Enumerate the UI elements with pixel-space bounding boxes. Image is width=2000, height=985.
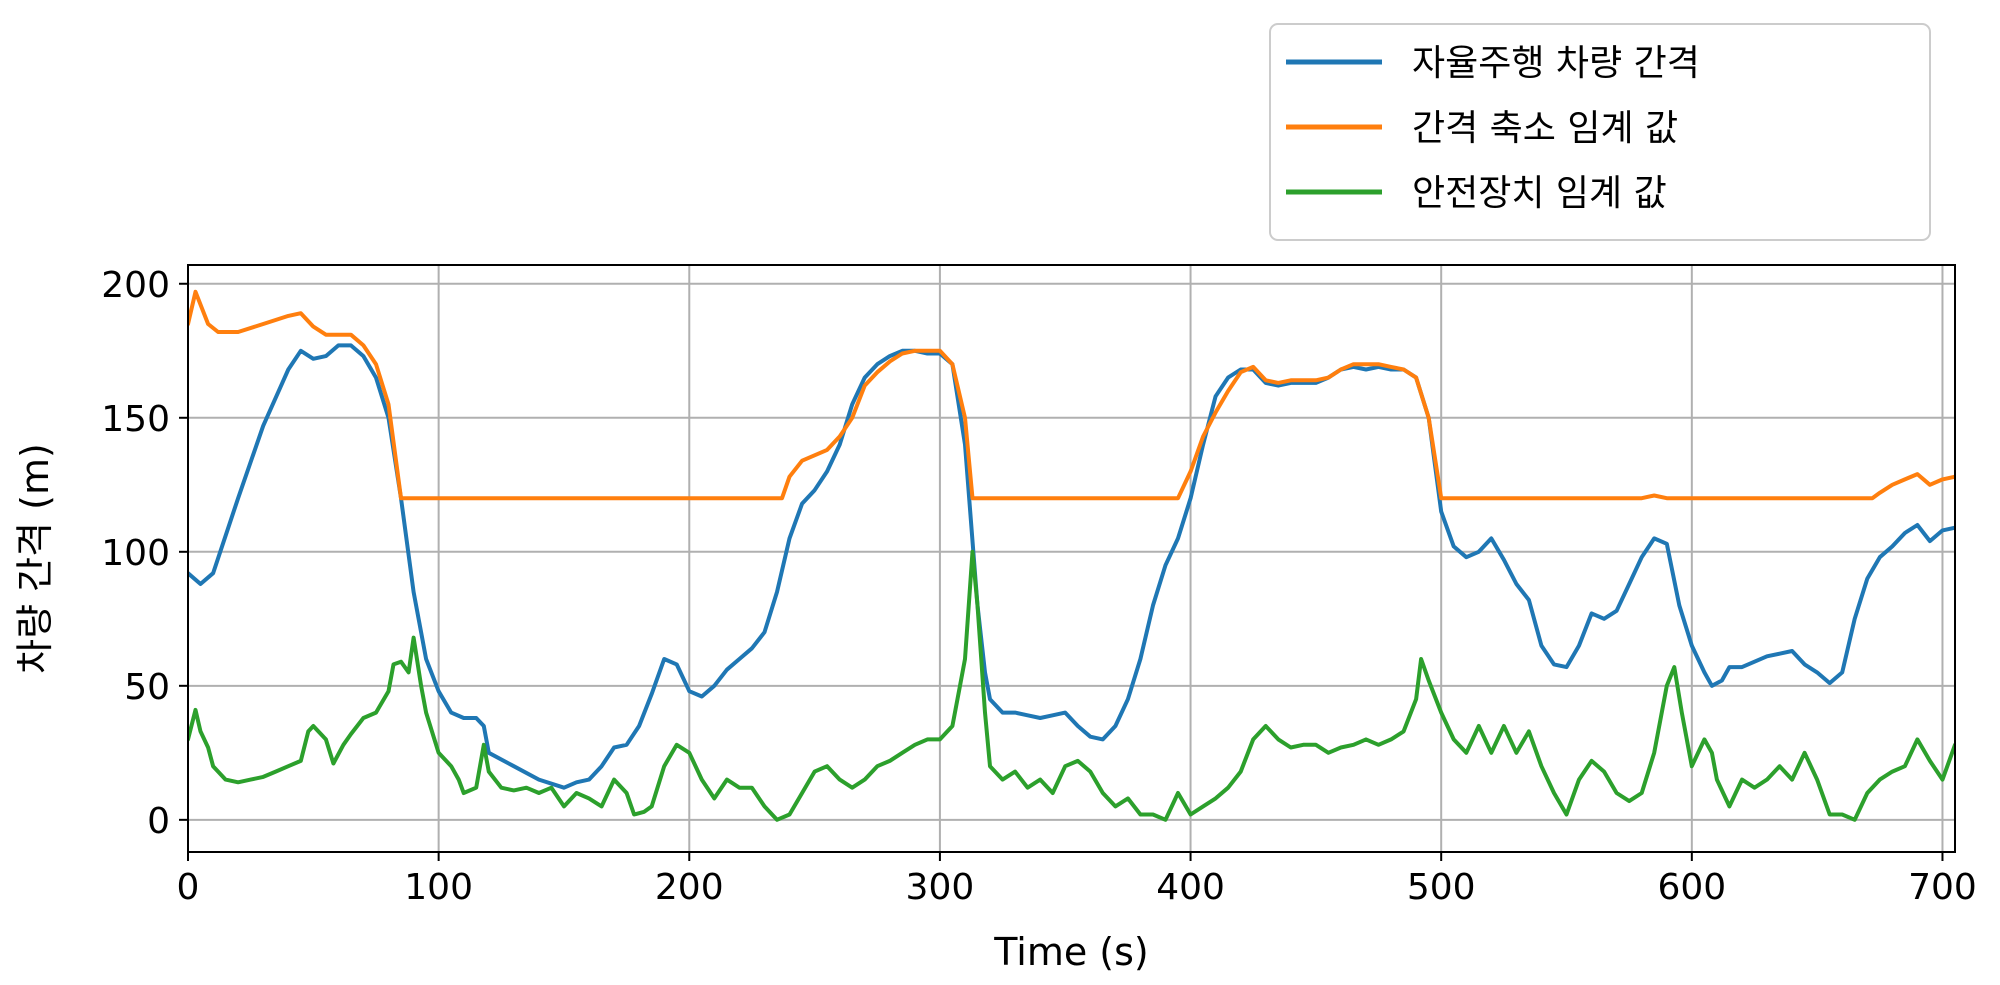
axis-ticks: 0 100 200 300 400 500 600 700 0 50 100 150 200 [101,265,1977,908]
plot-frame [187,264,1956,853]
legend-label: 간격 축소 임계 값 [1412,108,1678,149]
x-tick-label: 500 [1407,867,1476,908]
y-tick-label: 150 [101,399,170,440]
x-tick-label: 0 [177,867,200,908]
gridlines [187,265,1955,852]
legend-label: 안전장치 임계 값 [1412,173,1667,214]
x-tick-label: 200 [655,867,724,908]
x-tick-label: 100 [404,867,473,908]
legend-box [1269,23,1931,241]
y-tick-label: 200 [101,265,170,306]
x-tick-label: 700 [1908,867,1977,908]
x-tick-label: 600 [1657,867,1726,908]
series-lines [188,289,1955,822]
x-tick-label: 300 [906,867,975,908]
series-line-2 [188,289,1955,501]
y-tick-label: 100 [101,533,170,574]
x-tick-label: 400 [1156,867,1225,908]
x-axis-label: Time (s) [993,930,1149,974]
series-line-1 [188,343,1955,790]
y-tick-label: 0 [147,801,170,842]
legend-label: 자율주행 차량 간격 [1412,43,1700,84]
y-tick-label: 50 [124,667,170,708]
series-line-3 [188,549,1955,822]
y-axis-label: 차량 간격 (m) [13,443,57,674]
